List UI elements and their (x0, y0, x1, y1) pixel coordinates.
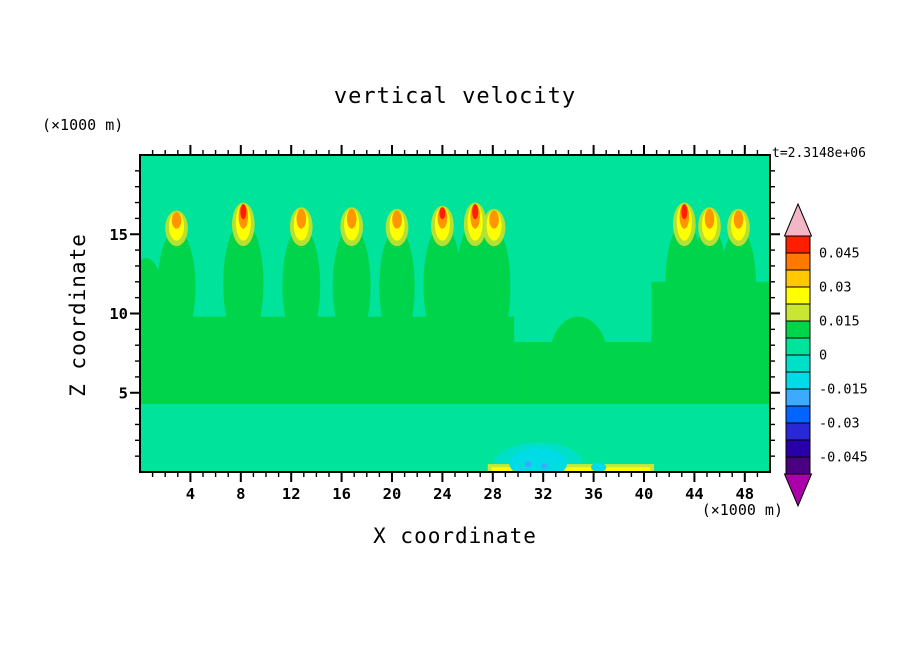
flame-core (489, 210, 499, 229)
updraft-column (379, 227, 415, 346)
colorbar-segment (785, 422, 811, 441)
time-stamp-label: t=2.3148e+06 (772, 146, 866, 161)
colorbar-segment (785, 252, 811, 271)
plot-frame (130, 145, 780, 482)
updraft-column (223, 221, 264, 346)
flame-core (296, 208, 307, 229)
x-tick-label: 20 (383, 485, 402, 503)
colorbar-segment (785, 405, 811, 424)
chart-title: vertical velocity (333, 84, 577, 109)
downdraft-spot (591, 462, 607, 472)
colorbar-tick-label: 0 (819, 348, 827, 364)
flame-core (346, 208, 357, 229)
flame-tip (439, 207, 446, 220)
updraft-column (549, 316, 608, 400)
x-tick-label: 12 (282, 485, 301, 503)
colorbar-segment (785, 286, 811, 305)
flame-core (392, 210, 402, 229)
colorbar-over-arrow (783, 202, 813, 237)
colorbar-under-arrow (783, 473, 813, 508)
downdraft-speck (524, 460, 532, 468)
colorbar-segment (785, 235, 811, 254)
colorbar-tick-label: -0.03 (819, 416, 860, 432)
colorbar-segment (785, 303, 811, 322)
colorbar-segment (785, 456, 811, 475)
z-tick-labels: 5 10 15 (109, 226, 128, 403)
z-tick-label: 5 (119, 384, 128, 402)
flame-core (171, 212, 182, 229)
colorbar-segment (785, 388, 811, 407)
x-tick-label: 40 (635, 485, 654, 503)
x-tick-label: 28 (483, 485, 502, 503)
flame-core (704, 208, 715, 229)
x-tick-label: 4 (186, 485, 195, 503)
x-tick-label: 44 (685, 485, 704, 503)
updraft-column (332, 226, 371, 346)
colorbar-segment (785, 354, 811, 373)
colorbar-tick-label: -0.045 (819, 450, 868, 466)
colorbar-tick-label: 0.03 (819, 280, 852, 296)
x-tick-label: 16 (332, 485, 351, 503)
z-tick-label: 15 (109, 226, 128, 244)
colorbar: 0.045 0.03 0.015 0 -0.015 -0.03 -0.045 (783, 202, 868, 508)
x-axis-units-label: (×1000 m) (701, 501, 783, 519)
colorbar-segment (785, 320, 811, 339)
updraft-column (282, 226, 321, 346)
colorbar-tick-label: -0.015 (819, 382, 868, 398)
bottom-streak (564, 467, 651, 472)
flame-tip (472, 204, 479, 220)
contour-plot-area: 4 8 12 16 20 24 28 32 36 40 44 48 5 10 15 (109, 145, 780, 503)
updraft-column (720, 227, 757, 346)
updraft-mass (140, 316, 515, 404)
updraft-column (665, 221, 704, 346)
flame-tip (240, 204, 247, 220)
x-tick-label: 36 (584, 485, 603, 503)
colorbar-tick-label: 0.015 (819, 314, 860, 330)
z-axis-title: Z coordinate (66, 233, 90, 397)
downdraft-speck (541, 463, 548, 469)
colorbar-segment (785, 439, 811, 458)
x-tick-label: 24 (433, 485, 452, 503)
z-tick-label: 10 (109, 305, 128, 323)
x-axis-title: X coordinate (373, 524, 537, 548)
x-tick-labels: 4 8 12 16 20 24 28 32 36 40 44 48 (186, 485, 754, 503)
contour-field (140, 155, 770, 472)
flame-tip (681, 204, 688, 220)
x-tick-label: 48 (735, 485, 754, 503)
flame-core (733, 210, 744, 229)
colorbar-segment (785, 371, 811, 390)
z-axis-units-label: (×1000 m) (42, 116, 124, 134)
colorbar-segment (785, 269, 811, 288)
x-tick-label: 32 (534, 485, 553, 503)
bottom-streak (491, 467, 522, 472)
colorbar-segment (785, 337, 811, 356)
updraft-column (477, 227, 511, 346)
updraft-column (691, 226, 728, 346)
x-tick-label: 8 (236, 485, 245, 503)
updraft-column (157, 229, 196, 346)
updraft-column (423, 224, 462, 346)
downdraft-pool (509, 448, 568, 472)
colorbar-tick-label: 0.045 (819, 246, 860, 262)
